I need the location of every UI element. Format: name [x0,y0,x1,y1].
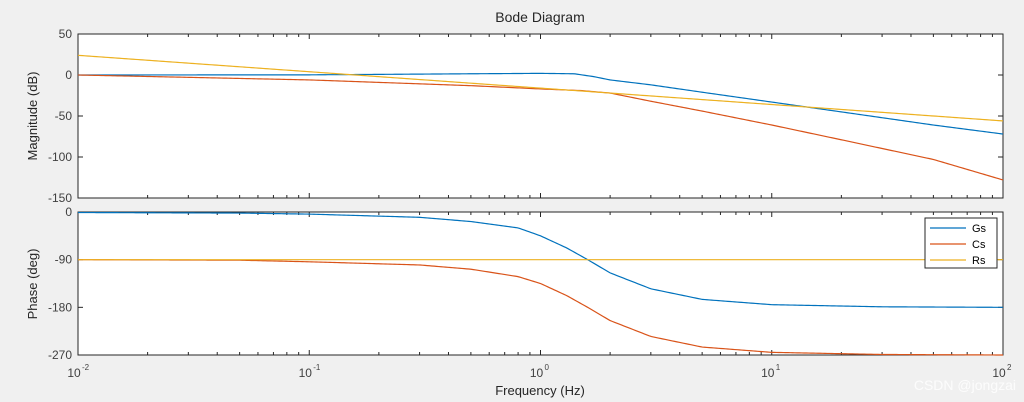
x-tick-label-0: 10 [67,366,81,380]
magnitude-curve-rs [77,54,1004,122]
phase-y-label: Phase (deg) [25,249,40,320]
legend: Gs Cs Rs [924,217,998,269]
magnitude-ytick-label-3: -100 [48,150,72,164]
magnitude-ytick-label-4: -150 [48,191,72,205]
phase-ytick-label-1: -90 [55,253,73,267]
magnitude-y-label: Magnitude (dB) [25,72,40,161]
legend-label-gs: Gs [972,223,987,235]
legend-entries: Gs Cs Rs [930,223,987,267]
phase-curves [77,211,1004,356]
phase-axes: 0 -90 -180 -270 Phase (deg) [25,205,1004,362]
watermark: CSDN @jongzai [914,377,1016,393]
magnitude-axes: 50 0 -50 -100 -150 Magnitude (dB) [25,27,1004,205]
x-tick-exponent-4: 2 [1007,363,1012,372]
magnitude-ytick-label-2: -50 [55,109,73,123]
legend-label-rs: Rs [972,255,986,267]
chart-title: Bode Diagram [495,9,585,25]
magnitude-ytick-label-0: 50 [59,27,73,41]
x-tick-exponent-3: 1 [776,363,781,372]
magnitude-curve-cs [77,74,1004,181]
x-tick-exponent-0: -2 [82,363,90,372]
magnitude-curve-gs [78,72,1004,135]
phase-curve-gs [77,211,1004,308]
x-tick-labels: 10 -2 10 -1 10 0 10 1 10 2 [67,363,1012,380]
legend-label-cs: Cs [972,239,986,251]
x-tick-exponent-2: 0 [545,363,550,372]
x-axis-label: Frequency (Hz) [495,383,585,398]
x-tick-exponent-1: -1 [313,363,321,372]
magnitude-plot-area [77,33,1004,199]
phase-ytick-label-3: -270 [48,348,72,362]
magnitude-curves [77,54,1004,181]
x-tick-label-4: 10 [992,366,1006,380]
magnitude-ytick-label-1: 0 [65,68,72,82]
x-tick-label-3: 10 [761,366,775,380]
phase-ytick-label-0: 0 [65,205,72,219]
x-tick-label-2: 10 [530,366,544,380]
magnitude-ticks: 50 0 -50 -100 -150 [48,27,1003,205]
x-tick-label-1: 10 [299,366,313,380]
phase-ytick-label-2: -180 [48,300,72,314]
